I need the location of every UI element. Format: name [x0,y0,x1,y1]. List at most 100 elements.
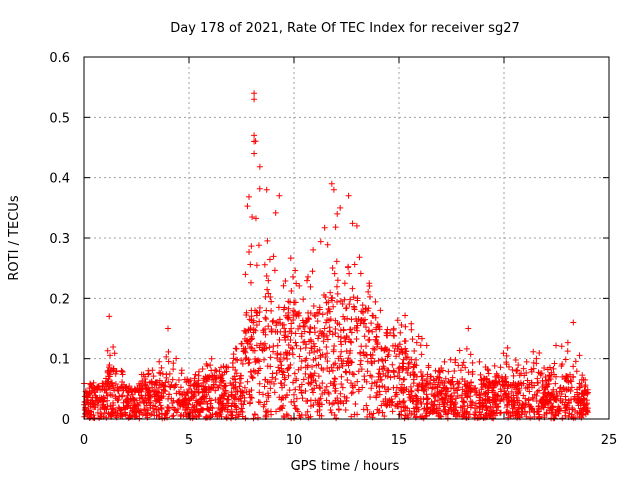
data-point [264,286,271,293]
data-point [190,404,197,411]
data-point [246,400,253,407]
data-point [101,409,108,416]
data-point [158,381,165,388]
data-point [321,292,328,299]
data-point [385,351,392,358]
data-point [463,414,470,421]
data-point [331,378,338,385]
data-point [212,387,219,394]
data-point [396,369,403,376]
data-point [155,384,162,391]
data-point [310,302,317,309]
data-point [247,368,254,375]
data-point [505,394,512,401]
data-point [234,357,241,364]
data-point [275,304,282,311]
data-point [236,383,243,390]
data-point [140,398,147,405]
data-point [192,408,199,415]
data-point [89,404,96,411]
data-point [209,405,216,412]
data-point [279,371,286,378]
x-tick-label: 15 [391,433,408,448]
data-point [255,242,262,249]
data-point [315,332,322,339]
data-point [384,367,391,374]
data-point [555,410,562,417]
data-point [350,294,357,301]
data-point [375,370,382,377]
data-point [241,348,248,355]
data-point [162,379,169,386]
data-point [173,355,180,362]
data-point [319,351,326,358]
data-point [441,380,448,387]
data-point [287,336,294,343]
data-point [271,267,278,274]
data-point [330,186,337,193]
data-point [559,415,566,422]
data-point [119,371,126,378]
data-point [441,358,448,365]
data-point [448,392,455,399]
data-point [153,382,160,389]
data-point [276,336,283,343]
data-point [253,322,260,329]
data-point [85,401,92,408]
data-point [108,391,115,398]
data-point [272,375,279,382]
data-point [423,391,430,398]
data-point [136,415,143,422]
data-point [337,204,344,211]
data-point [492,396,499,403]
data-point [357,357,364,364]
data-point [262,314,269,321]
data-point [223,363,230,370]
data-point [261,383,268,390]
data-point [436,368,443,375]
data-point [503,361,510,368]
data-point [557,398,564,405]
data-point [333,283,340,290]
data-point [108,367,115,374]
data-point [402,337,409,344]
data-point [530,396,537,403]
data-point [408,320,415,327]
data-point [113,395,120,402]
data-point [193,397,200,404]
data-point [335,333,342,340]
data-point [487,381,494,388]
data-point [394,317,401,324]
data-point [293,395,300,402]
data-point [249,214,256,221]
data-point [527,414,534,421]
data-point [166,391,173,398]
data-point [291,402,298,409]
data-point [508,388,515,395]
data-point [406,359,413,366]
data-point [328,364,335,371]
data-point [374,406,381,413]
data-point [562,409,569,416]
data-point [452,359,459,366]
data-point [437,390,444,397]
data-point [264,390,271,397]
data-point [316,304,323,311]
data-point [354,295,361,302]
y-tick-label: 0.5 [49,111,70,126]
data-point [552,412,559,419]
data-point [178,370,185,377]
data-point [261,401,268,408]
data-point [136,380,143,387]
data-point [285,372,292,379]
data-point [483,404,490,411]
data-point [497,364,504,371]
data-point [112,381,119,388]
data-point [444,388,451,395]
data-point [393,391,400,398]
data-point [135,407,142,414]
data-point [84,393,91,400]
data-point [408,387,415,394]
data-point [401,384,408,391]
data-point [158,405,165,412]
